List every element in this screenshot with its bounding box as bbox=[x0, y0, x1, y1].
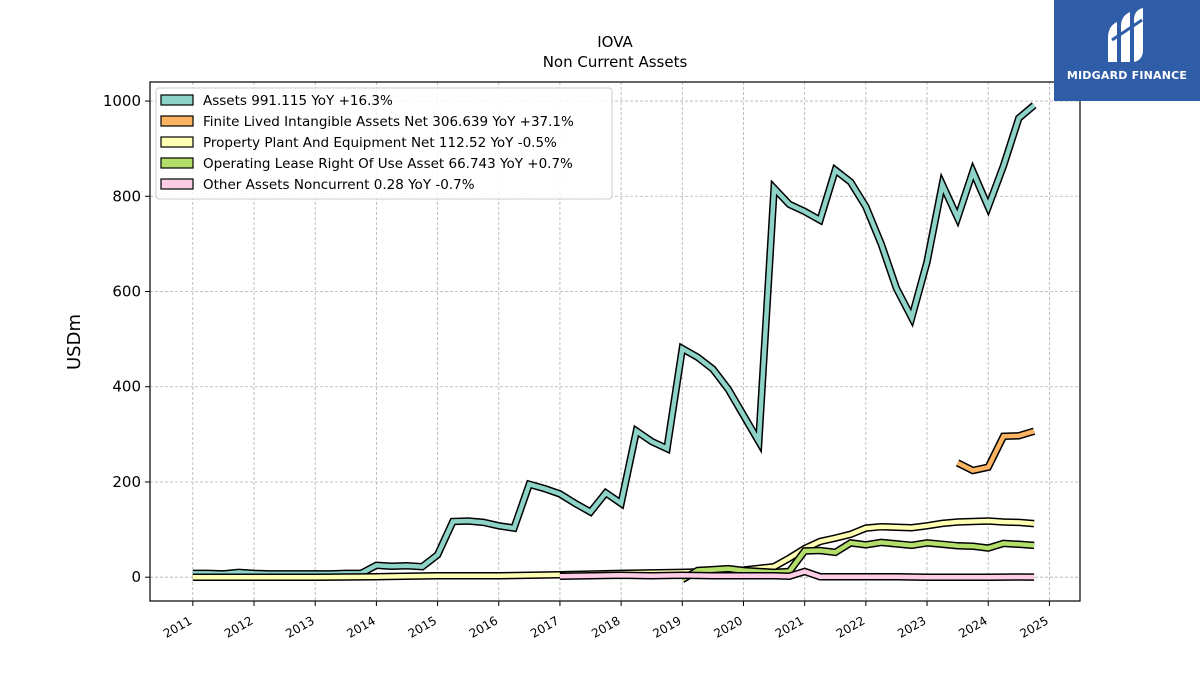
plot-frame bbox=[149, 81, 1081, 602]
legend-label: Assets 991.115 YoY +16.3% bbox=[203, 93, 393, 109]
x-tick-label: 2023 bbox=[895, 613, 928, 640]
x-tick-label: 2019 bbox=[650, 613, 683, 640]
legend-label: Other Assets Noncurrent 0.28 YoY -0.7% bbox=[203, 177, 475, 193]
legend-label: Property Plant And Equipment Net 112.52 … bbox=[203, 135, 557, 151]
series-4 bbox=[559, 567, 1035, 581]
x-tick-label: 2015 bbox=[406, 613, 439, 640]
series-layer bbox=[192, 102, 1037, 583]
series-line bbox=[681, 540, 1035, 582]
legend: Assets 991.115 YoY +16.3% Finite Lived In… bbox=[155, 87, 613, 200]
x-tick-label: 2025 bbox=[1017, 613, 1050, 640]
legend-box bbox=[155, 87, 613, 200]
chart-subtitle: Non Current Assets bbox=[543, 53, 688, 71]
x-tick-label: 2016 bbox=[467, 613, 500, 640]
series-1 bbox=[955, 427, 1036, 475]
x-tick-label: 2021 bbox=[773, 613, 806, 640]
x-tick-label: 2011 bbox=[161, 613, 194, 640]
legend-swatch bbox=[160, 115, 194, 127]
y-tick-label: 1000 bbox=[103, 92, 141, 110]
brand-logo: MIDGARD FINANCE bbox=[1054, 0, 1200, 101]
legend-entry-2: Property Plant And Equipment Net 112.52 … bbox=[160, 135, 557, 151]
y-tick-label: 600 bbox=[112, 283, 141, 301]
legend-entry-1: Finite Lived Intangible Assets Net 306.6… bbox=[160, 114, 574, 130]
legend-label: Operating Lease Right Of Use Asset 66.74… bbox=[203, 156, 573, 172]
x-tick-label: 2018 bbox=[589, 613, 622, 640]
midgard-m-mark-icon bbox=[1108, 8, 1143, 62]
legend-swatch bbox=[160, 157, 194, 169]
series-3 bbox=[680, 538, 1035, 583]
legend-entry-4: Other Assets Noncurrent 0.28 YoY -0.7% bbox=[160, 177, 475, 193]
brand-name: MIDGARD FINANCE bbox=[1066, 69, 1188, 82]
x-tick-label: 2012 bbox=[222, 613, 255, 640]
legend-entry-0: Assets 991.115 YoY +16.3% bbox=[160, 93, 393, 109]
x-tick-label: 2014 bbox=[344, 613, 377, 640]
legend-swatch bbox=[160, 136, 194, 148]
series-line bbox=[956, 429, 1035, 473]
chart-title: IOVA bbox=[597, 33, 633, 51]
x-tick-label: 2024 bbox=[956, 613, 989, 640]
y-tick-label: 200 bbox=[112, 473, 141, 491]
series-2 bbox=[192, 517, 1035, 581]
legend-swatch bbox=[160, 178, 194, 190]
legend-label: Finite Lived Intangible Assets Net 306.6… bbox=[203, 114, 574, 130]
x-tick-label: 2013 bbox=[283, 613, 316, 640]
y-tick-label: 400 bbox=[112, 378, 141, 396]
y-tick-label: 800 bbox=[112, 187, 141, 205]
x-tick-label: 2017 bbox=[528, 613, 561, 640]
y-axis-label: USDm bbox=[64, 314, 85, 370]
x-tick-label: 2020 bbox=[712, 613, 745, 640]
y-tick-label: 0 bbox=[131, 568, 141, 586]
series-line bbox=[559, 569, 1035, 580]
series-line bbox=[192, 518, 1035, 580]
legend-entry-3: Operating Lease Right Of Use Asset 66.74… bbox=[160, 156, 573, 172]
x-tick-label: 2022 bbox=[834, 613, 867, 640]
legend-swatch bbox=[160, 94, 194, 106]
